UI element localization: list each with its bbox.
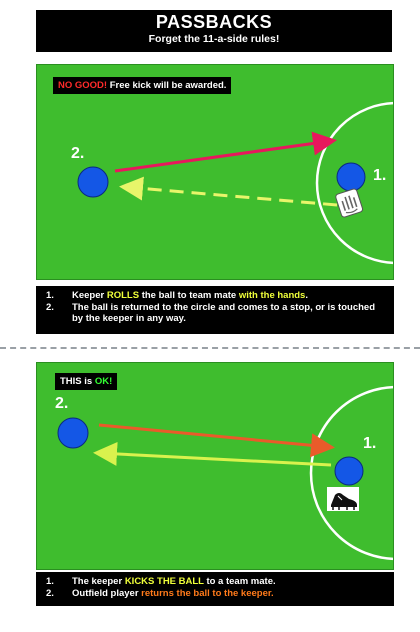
note-text: The ball is returned to the circle and c… (72, 301, 376, 325)
pass-arrow-red (114, 131, 337, 173)
player-2-label: 2. (55, 395, 69, 412)
note-row: 2. Outfield player returns the ball to t… (46, 588, 384, 600)
dashed-divider (0, 347, 420, 349)
football-boot-icon (327, 487, 359, 511)
note-row: 1. The keeper KICKS THE BALL to a team m… (46, 576, 384, 588)
notes-panel-1: 1. Keeper ROLLS the ball to team mate wi… (36, 286, 394, 334)
penalty-circle (309, 385, 393, 561)
return-arrow-dashed (119, 176, 338, 207)
penalty-circle (315, 101, 393, 265)
glove-icon (335, 188, 364, 218)
verdict-ok-text: OK! (94, 376, 113, 387)
verdict-this-is-text: THIS is (60, 376, 95, 387)
note-text: The keeper KICKS THE BALL to a team mate… (72, 576, 276, 587)
return-arrow-lime (93, 441, 332, 467)
player-1-label: 1. (363, 435, 377, 452)
verdict-label-no-good: NO GOOD! Free kick will be awarded. (53, 77, 232, 94)
verdict-label-ok: THIS is OK! (55, 373, 118, 390)
kick-arrow-orange (98, 423, 335, 458)
note-number: 1. (46, 576, 54, 587)
pitch-panel-2: THIS is OK! 2. 1. (36, 362, 394, 570)
note-number: 1. (46, 290, 54, 301)
player-1-keeper-marker (334, 456, 364, 486)
note-number: 2. (46, 587, 54, 599)
pitch-1-drawing (77, 101, 393, 265)
note-row: 1. Keeper ROLLS the ball to team mate wi… (46, 290, 384, 302)
header-banner: PASSBACKS Forget the 11-a-side rules! (36, 10, 392, 52)
player-2-marker (77, 166, 109, 198)
player-1-keeper-marker (336, 162, 366, 192)
pitch-panel-1: NO GOOD! Free kick will be awarded. 2. 1… (36, 64, 394, 280)
player-1-label: 1. (373, 167, 387, 184)
page-subtitle: Forget the 11-a-side rules! (148, 33, 280, 45)
player-2-marker (57, 417, 89, 449)
player-2-label: 2. (71, 145, 85, 162)
note-number: 2. (46, 301, 54, 313)
verdict-free-kick-text: Free kick will be awarded. (107, 80, 227, 91)
page-title: PASSBACKS (155, 12, 273, 32)
note-text: Keeper ROLLS the ball to team mate with … (72, 290, 308, 301)
verdict-no-good-text: NO GOOD! (58, 80, 108, 91)
note-row: 2. The ball is returned to the circle an… (46, 302, 384, 325)
notes-panel-2: 1. The keeper KICKS THE BALL to a team m… (36, 572, 394, 606)
note-text: Outfield player returns the ball to the … (72, 587, 274, 599)
pitch-2-drawing (57, 385, 393, 561)
